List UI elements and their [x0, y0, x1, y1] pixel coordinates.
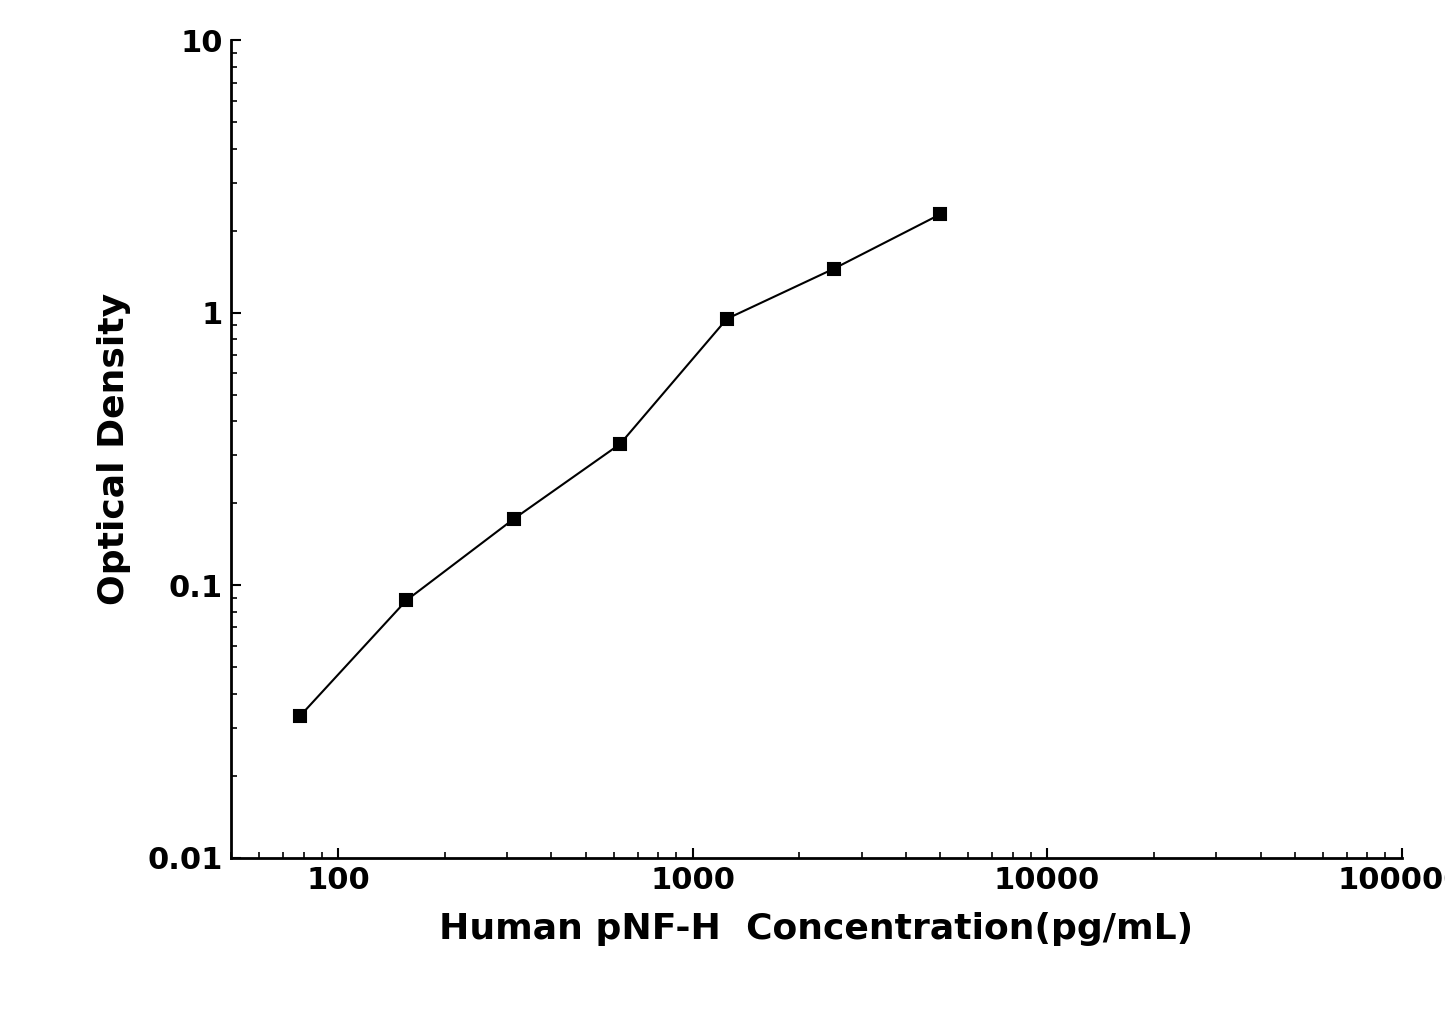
X-axis label: Human pNF-H  Concentration(pg/mL): Human pNF-H Concentration(pg/mL) [439, 912, 1194, 945]
Y-axis label: Optical Density: Optical Density [97, 293, 131, 605]
